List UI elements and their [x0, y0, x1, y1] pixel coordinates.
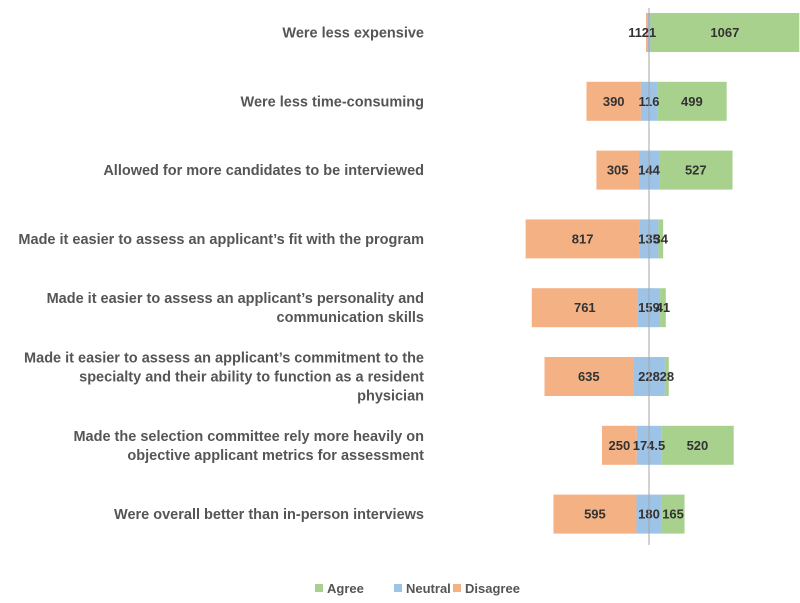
legend-swatch-neutral	[394, 584, 402, 592]
bar-disagree	[553, 494, 637, 534]
bar-disagree	[601, 425, 637, 465]
bar-disagree	[544, 357, 634, 396]
data-label: 1067	[710, 25, 739, 40]
data-label: 595	[584, 507, 606, 522]
legend-label-neutral: Neutral	[406, 581, 451, 596]
data-label: 28	[660, 369, 674, 384]
category-label: Made it easier to assess an applicant’s …	[18, 232, 424, 248]
bar-agree	[659, 150, 733, 190]
bar-agree	[664, 357, 669, 396]
bar-agree	[650, 13, 800, 52]
data-label: 305	[607, 163, 629, 178]
legend: Agree Neutral Disagree	[315, 581, 520, 596]
data-label: 817	[572, 231, 594, 246]
bar-disagree	[646, 13, 648, 52]
bar-agree	[658, 219, 664, 259]
bar-agree	[661, 425, 734, 465]
data-label: 635	[578, 369, 600, 384]
bar-agree	[657, 81, 727, 121]
legend-swatch-agree	[315, 584, 323, 592]
data-label: 165	[662, 507, 684, 522]
category-label: Allowed for more candidates to be interv…	[103, 163, 424, 179]
category-labels: Were less expensive Were less time-consum…	[18, 26, 424, 524]
data-label: 520	[687, 438, 709, 453]
data-label: 41	[656, 300, 670, 315]
data-label: 761	[574, 300, 596, 315]
data-label: 499	[681, 94, 703, 109]
data-label: 11	[628, 25, 642, 40]
category-label: Made the selection committee rely more h…	[73, 429, 424, 464]
bar-disagree	[596, 150, 639, 190]
bar-disagree	[531, 288, 638, 328]
data-label: 34	[654, 231, 669, 246]
legend-swatch-disagree	[453, 584, 461, 592]
legend-label-disagree: Disagree	[465, 581, 520, 596]
data-label: 250	[609, 438, 631, 453]
data-label: 527	[685, 163, 707, 178]
category-label: Were less expensive	[282, 26, 424, 42]
category-label: Made it easier to assess an applicant’s …	[24, 351, 424, 405]
category-label: Made it easier to assess an applicant’s …	[47, 291, 424, 326]
data-label: 390	[603, 94, 625, 109]
legend-label-agree: Agree	[327, 581, 364, 596]
category-label: Were less time-consuming	[241, 94, 424, 110]
bar-agree	[661, 494, 685, 534]
bar-disagree	[586, 81, 641, 121]
bar-agree	[660, 288, 666, 328]
category-label: Were overall better than in-person inter…	[114, 507, 424, 523]
bar-disagree	[525, 219, 640, 259]
